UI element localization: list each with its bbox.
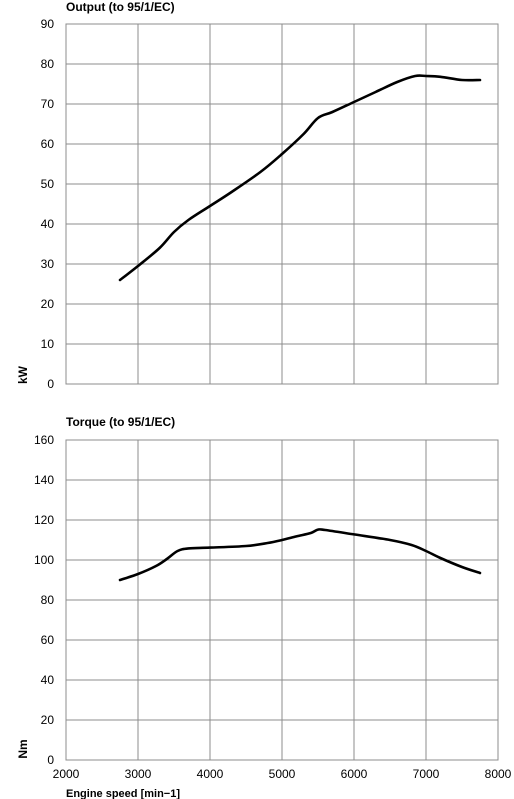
output-y-tick-label: 30	[41, 257, 55, 271]
output-y-tick-label: 10	[41, 337, 55, 351]
output-y-tick-label: 60	[41, 137, 55, 151]
x-tick-label: 8000	[485, 767, 512, 781]
output-chart-title: Output (to 95/1/EC)	[66, 0, 175, 14]
torque-y-tick-label: 0	[47, 753, 54, 767]
torque-chart-panel: Torque (to 95/1/EC) Nm Engine speed [min…	[16, 415, 512, 799]
output-chart-panel: Output (to 95/1/EC) kW 0 10 20 30 40 50 60 70 80…	[16, 0, 499, 391]
output-y-tick-label: 40	[41, 217, 55, 231]
torque-chart-title: Torque (to 95/1/EC)	[66, 415, 175, 429]
torque-y-tick-label: 80	[41, 593, 55, 607]
output-y-tick-label: 0	[47, 377, 54, 391]
x-tick-label: 4000	[197, 767, 224, 781]
output-plot-frame	[65, 23, 499, 385]
output-y-tick-label: 90	[41, 17, 55, 31]
torque-y-axis-label: Nm	[16, 739, 30, 758]
torque-y-tick-label: 160	[34, 433, 54, 447]
torque-y-tick-label: 100	[34, 553, 54, 567]
torque-y-tick-label: 120	[34, 513, 54, 527]
x-tick-label: 5000	[269, 767, 296, 781]
torque-y-tick-label: 40	[41, 673, 55, 687]
x-tick-label: 3000	[125, 767, 152, 781]
x-tick-label: 7000	[413, 767, 440, 781]
output-y-axis-label: kW	[16, 365, 30, 384]
output-y-tick-label: 50	[41, 177, 55, 191]
output-y-tick-label: 80	[41, 57, 55, 71]
x-tick-label: 2000	[53, 767, 80, 781]
output-y-tick-label: 70	[41, 97, 55, 111]
torque-y-tick-label: 20	[41, 713, 55, 727]
x-tick-label: 6000	[341, 767, 368, 781]
output-series-line	[118, 74, 482, 282]
torque-y-tick-label: 140	[34, 473, 54, 487]
torque-plot-frame	[65, 439, 499, 761]
torque-series-line	[118, 527, 482, 582]
output-y-tick-label: 20	[41, 297, 55, 311]
torque-y-tick-label: 60	[41, 633, 55, 647]
x-axis-label: Engine speed [min−1]	[66, 788, 180, 799]
